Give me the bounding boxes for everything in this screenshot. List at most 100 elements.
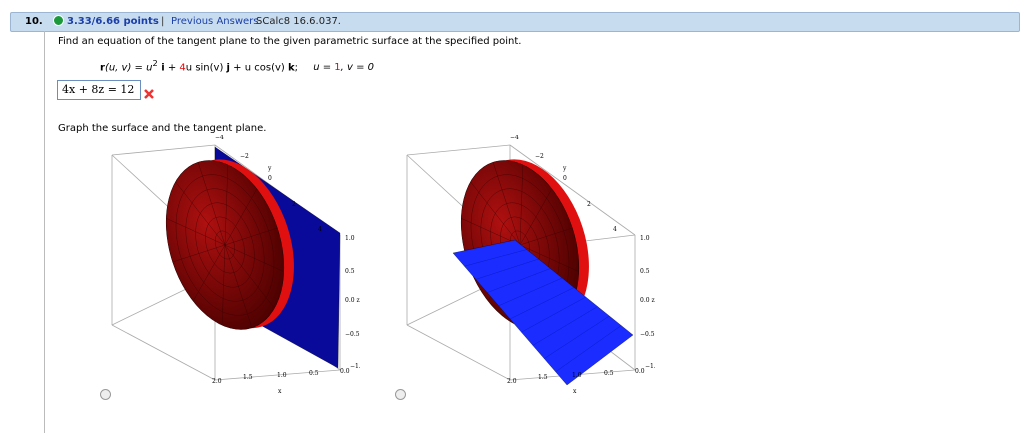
axis-label: x	[573, 388, 577, 395]
mesh-line	[175, 181, 226, 246]
axis-label: −4	[510, 135, 519, 141]
axis-label: 0.0 z	[345, 297, 360, 304]
axis-label: 0	[268, 175, 272, 182]
box-edge	[406, 144, 511, 156]
axis-label: −2	[535, 153, 544, 160]
mesh-line	[519, 227, 573, 246]
axis-label: 1.0	[572, 372, 582, 379]
prompt: Graph the surface and the tangent plane.	[58, 123, 267, 134]
axis-label: 1.0	[345, 235, 355, 242]
axis-label: 0	[563, 175, 567, 182]
plane-mesh	[544, 315, 610, 359]
mesh-line	[461, 218, 521, 246]
mesh-line	[224, 164, 229, 246]
left-border	[44, 31, 45, 433]
mesh-line	[519, 164, 524, 246]
eq-part: 2	[152, 58, 158, 68]
mesh-line	[224, 188, 257, 246]
box-edge	[214, 369, 341, 381]
axis-label: 1.5	[243, 374, 253, 381]
plane-mesh	[464, 249, 527, 267]
eq-part: i	[157, 62, 165, 74]
mesh-line	[172, 244, 226, 263]
axis-label: y	[267, 165, 272, 172]
graph-right[interactable]: −4 −2 y 0 2 4 1.0 0.5 0.0 z −0.5 −1.0 2.0 1.5 1.0 0.5 0…	[395, 135, 655, 405]
plane-mesh	[475, 258, 539, 280]
mesh-line	[224, 244, 284, 272]
axis-label: 2.0	[212, 378, 222, 385]
radio-right[interactable]	[395, 389, 406, 400]
eq-part: ;	[294, 62, 298, 74]
points: 3.33/6.66 points	[67, 16, 159, 27]
cond-part: , v = 0	[340, 62, 375, 74]
axis-label: 2	[587, 201, 591, 208]
radio-left[interactable]	[100, 389, 111, 400]
box-edge	[406, 324, 511, 381]
axis-label: 0.0	[635, 368, 645, 375]
axis-label: −1.0	[350, 363, 360, 370]
eq-part: 4	[179, 62, 186, 74]
eq-part: + u cos(v)	[229, 62, 288, 74]
axis-label: 4	[613, 226, 617, 233]
mesh-line	[193, 244, 226, 302]
axis-label: 4	[318, 226, 322, 233]
previous-answers-link[interactable]: Previous Answers	[171, 16, 259, 27]
mesh-line	[470, 181, 521, 246]
condition: u = 1, v = 0	[313, 62, 374, 73]
box-edge	[111, 324, 216, 381]
axis-label: 1.5	[538, 374, 548, 381]
equation: r(u, v) = u2 i + 4u sin(v) j + u cos(v) …	[100, 58, 374, 73]
question-text: Find an equation of the tangent plane to…	[58, 36, 522, 47]
problem-code: SCalc8 16.6.037.	[256, 16, 341, 27]
mesh-line	[197, 162, 226, 246]
plane-mesh	[498, 277, 563, 306]
eq-part: (u, v) = u	[104, 62, 153, 74]
mesh-line	[221, 244, 226, 326]
question-header: 10. 3.33/6.66 points | Previous Answers …	[10, 12, 1020, 32]
axis-label: 2	[292, 201, 296, 208]
plane-mesh	[532, 306, 598, 346]
mesh-line	[492, 162, 521, 246]
answer-box[interactable]: 4x + 8z = 12	[57, 80, 141, 100]
eq-part: r	[100, 62, 105, 74]
axis-label: 0.5	[309, 370, 319, 377]
axis-label: −1.0	[645, 363, 655, 370]
axis-label: 0.5	[640, 268, 650, 275]
axis-label: 1.0	[640, 235, 650, 242]
eq-part: +	[164, 62, 180, 74]
eq-part: j	[226, 62, 230, 74]
axis-label: 0.0	[340, 368, 350, 375]
axis-label: 0.5	[604, 370, 614, 377]
mesh-line	[519, 244, 579, 272]
plane-mesh	[555, 325, 622, 372]
eq-part: u sin(v)	[185, 62, 227, 74]
plane-mesh	[487, 268, 551, 293]
axis-label: −4	[215, 135, 224, 141]
plane-mesh	[509, 287, 575, 320]
box-edge	[509, 144, 636, 236]
separator: |	[161, 16, 165, 27]
mesh-line	[224, 244, 275, 309]
axis-label: −0.5	[345, 331, 360, 338]
eq-part: k	[287, 62, 295, 74]
mesh-line	[224, 227, 278, 246]
axis-label: 0.0 z	[640, 297, 655, 304]
mesh-line	[519, 188, 552, 246]
plane-mesh	[521, 296, 586, 333]
mesh-line	[224, 244, 253, 328]
mesh-line	[166, 218, 226, 246]
cond-part: 1	[334, 62, 341, 74]
box-edge	[111, 144, 216, 156]
graph-left[interactable]: −4 −2 y 0 2 4 1.0 0.5 0.0 z −0.5 −1.0 2.0 1.5 1.0 0.5 0…	[100, 135, 360, 405]
axis-label: y	[562, 165, 567, 172]
axis-label: 0.5	[345, 268, 355, 275]
cond-part: u =	[313, 62, 335, 74]
axis-label: −2	[240, 153, 249, 160]
axis-label: x	[278, 388, 282, 395]
surface	[165, 159, 294, 330]
axis-label: 2.0	[507, 378, 517, 385]
status-dot	[53, 15, 64, 26]
question-number: 10.	[25, 16, 43, 27]
incorrect-icon	[144, 89, 154, 99]
